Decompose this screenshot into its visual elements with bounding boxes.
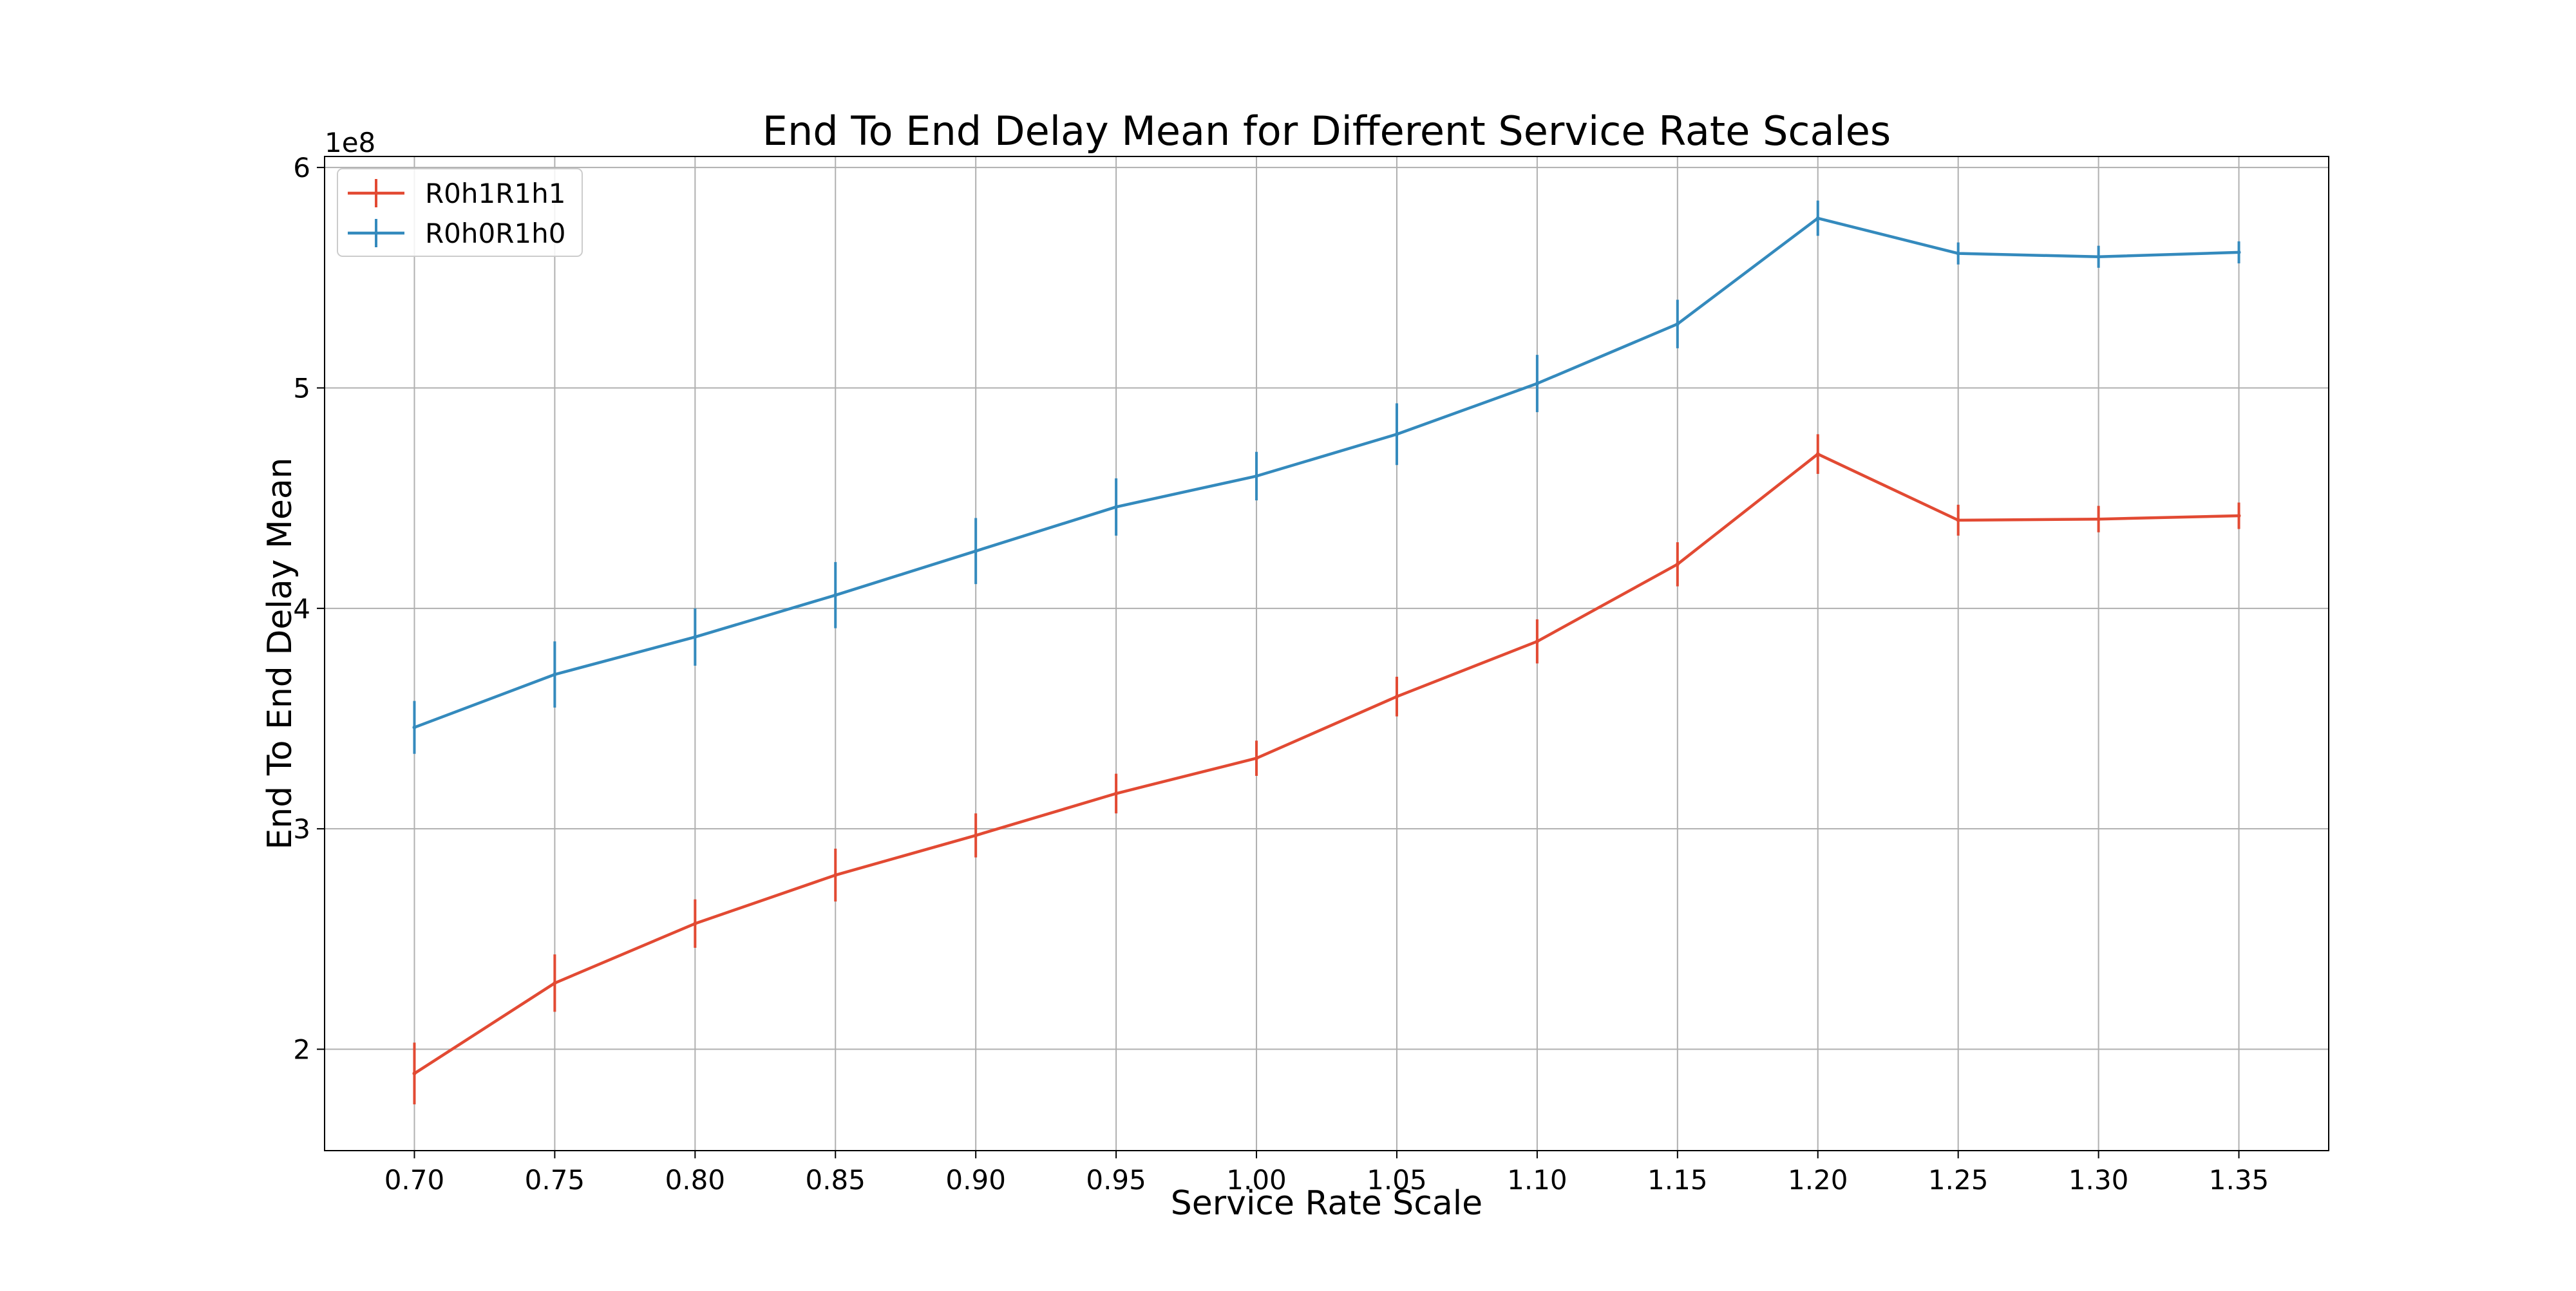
data-point (693, 635, 697, 639)
data-point (1956, 251, 1960, 256)
data-point (412, 1071, 417, 1076)
plot-frame (324, 156, 2329, 1151)
data-point (1394, 432, 1399, 437)
data-point (2096, 254, 2101, 259)
data-point (833, 873, 838, 878)
data-point (1114, 791, 1119, 796)
x-tick-label: 1.35 (2209, 1164, 2269, 1196)
x-tick-label: 1.10 (1507, 1164, 1567, 1196)
series-R0h1R1h1 (412, 434, 2241, 1105)
y-tick-label: 4 (293, 593, 310, 625)
x-tick-label: 0.95 (1086, 1164, 1146, 1196)
series-group (412, 200, 2241, 1105)
series-R0h0R1h0 (412, 200, 2241, 754)
data-point (693, 921, 697, 926)
x-tick-label: 1.30 (2069, 1164, 2129, 1196)
legend-label: R0h0R1h0 (425, 218, 566, 249)
x-axis-label: Service Rate Scale (1171, 1184, 1482, 1223)
data-point (412, 725, 417, 730)
data-point (2096, 517, 2101, 522)
data-point (553, 672, 557, 677)
y-tick-label: 6 (293, 152, 310, 184)
data-point (1394, 694, 1399, 699)
data-point (1675, 322, 1680, 326)
x-tick-label: 0.80 (665, 1164, 726, 1196)
y-tick-label: 2 (293, 1034, 310, 1066)
x-tick-label: 1.15 (1647, 1164, 1708, 1196)
x-tick-label: 1.25 (1928, 1164, 1989, 1196)
data-point (1114, 505, 1119, 509)
data-point (1255, 756, 1259, 760)
data-point (2237, 250, 2241, 254)
y-axis-label: End To End Delay Mean (261, 457, 299, 849)
series-line-R0h1R1h1 (413, 452, 2239, 1075)
axis-ticks: 0.70 0.75 0.80 0.85 0.90 0.95 1.00 1.05 1.10 1.15… (293, 152, 2269, 1196)
data-point (1956, 518, 1960, 522)
data-point (1815, 216, 1820, 220)
data-point (2237, 514, 2241, 518)
x-tick-label: 0.90 (945, 1164, 1006, 1196)
x-tick-label: 0.75 (525, 1164, 585, 1196)
y-tick-label: 3 (293, 813, 310, 845)
y-tick-label: 5 (293, 372, 310, 404)
x-tick-label: 1.00 (1226, 1164, 1287, 1196)
data-point (1815, 452, 1820, 457)
data-point (1255, 474, 1259, 478)
legend-label: R0h1R1h1 (425, 178, 566, 209)
data-point (1535, 639, 1539, 644)
series-line-R0h0R1h0 (413, 216, 2239, 729)
y-axis-offset-text: 1e8 (325, 127, 375, 158)
chart-title: End To End Delay Mean for Different Serv… (762, 108, 1891, 155)
x-tick-label: 0.85 (805, 1164, 866, 1196)
data-point (1535, 381, 1539, 386)
data-point (553, 981, 557, 985)
data-point (833, 593, 838, 598)
legend: R0h1R1h1 R0h0R1h0 (337, 168, 583, 257)
data-point (974, 833, 978, 838)
data-point (974, 549, 978, 553)
grid (325, 156, 2329, 1151)
data-point (1675, 562, 1680, 567)
x-tick-label: 1.20 (1788, 1164, 1848, 1196)
x-tick-label: 0.70 (384, 1164, 445, 1196)
x-tick-label: 1.05 (1367, 1164, 1427, 1196)
